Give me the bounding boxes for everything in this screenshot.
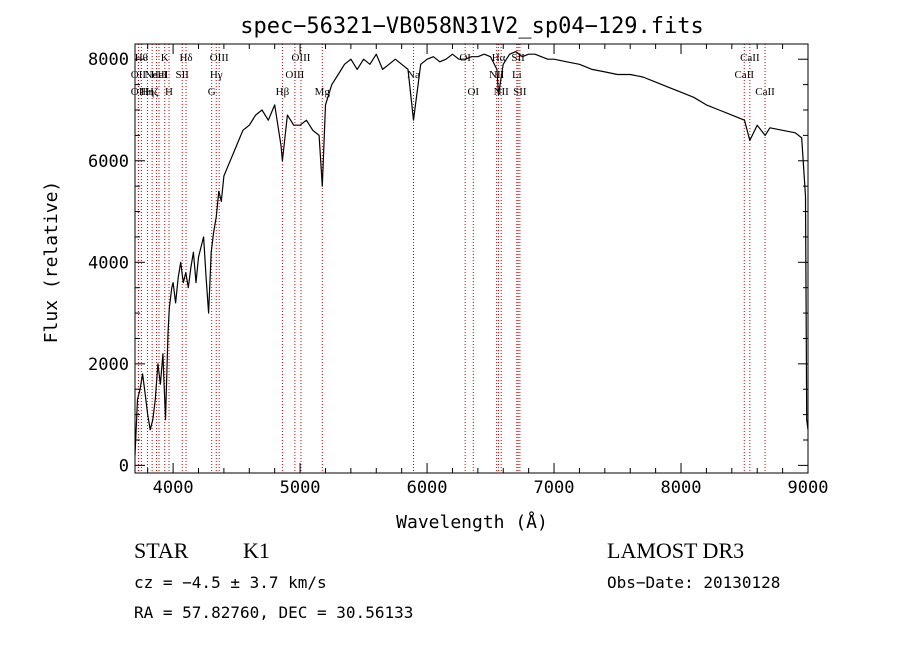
line-marker-label: K [161, 52, 169, 64]
line-marker-label: CaII [755, 86, 775, 98]
plot-frame [134, 43, 809, 474]
line-marker-label: G [208, 86, 216, 98]
line-marker-label: Hγ [210, 69, 223, 81]
line-marker-label: Li [512, 69, 522, 81]
line-marker-label: CaII [734, 69, 754, 81]
line-marker-label: Hβ [276, 86, 290, 98]
line-marker-label: OIII [210, 52, 229, 64]
x-tick-label: 4000 [153, 478, 194, 498]
object-subclass: K1 [243, 538, 270, 563]
line-marker-label: OII [131, 86, 147, 98]
y-tick-label: 6000 [88, 152, 129, 172]
line-marker-label: NII [489, 69, 505, 81]
line-markers [137, 44, 766, 473]
y-tick-label: 8000 [88, 50, 129, 70]
spectrum-line [134, 50, 809, 456]
line-marker-label: NII [494, 86, 510, 98]
line-marker-label: OII [131, 69, 147, 81]
line-marker-label: Hζ [146, 86, 159, 98]
line-marker-label: OIII [285, 69, 304, 81]
line-marker-label: SII [176, 69, 190, 81]
line-marker-label: H [165, 86, 173, 98]
y-axis-label: Flux (relative) [41, 181, 62, 344]
x-tick-label: 5000 [280, 478, 321, 498]
line-marker-labels: HθOIIOIIHηHζNeIIIHeIKHSIIHδHγGOIIIHβOIII… [131, 52, 775, 98]
line-marker-label: Mg [315, 86, 331, 98]
axis-ticks: 4000 5000 6000 7000 8000 9000 0 2000 4000 6000 800… [88, 44, 828, 498]
line-marker-label: Hα [492, 52, 506, 64]
ra-dec-coords: RA = 57.82760, DEC = 30.56133 [134, 603, 414, 622]
obs-date: Obs−Date: 20130128 [607, 573, 781, 592]
line-marker-label: HeI [151, 69, 168, 81]
line-marker-label: NeIII [145, 69, 169, 81]
y-tick-label: 4000 [88, 253, 129, 273]
line-marker-label: OI [459, 52, 471, 64]
chart-title: spec−56321−VB058N31V2_sp04−129.fits [240, 14, 704, 39]
x-tick-label: 7000 [534, 478, 575, 498]
line-marker-label: CaII [740, 52, 760, 64]
x-tick-label: 9000 [788, 478, 829, 498]
survey-name: LAMOST DR3 [607, 538, 745, 563]
line-marker-label: OIII [291, 52, 310, 64]
redshift-cz: cz = −4.5 ± 3.7 km/s [134, 573, 327, 592]
line-marker-label: OI [467, 86, 479, 98]
object-class: STAR [134, 538, 189, 563]
line-marker-label: SII [511, 52, 525, 64]
line-marker-label: Hη [141, 86, 155, 98]
spectrum-series [134, 50, 809, 456]
x-tick-label: 8000 [661, 478, 702, 498]
line-marker-label: Hδ [179, 52, 192, 64]
y-tick-label: 0 [119, 456, 129, 476]
line-marker-label: Hθ [135, 52, 148, 64]
x-tick-label: 6000 [407, 478, 448, 498]
line-marker-label: Na [407, 69, 420, 81]
y-tick-label: 2000 [88, 355, 129, 375]
x-axis-label: Wavelength (Å) [396, 511, 548, 533]
line-marker-label: SII [513, 86, 527, 98]
